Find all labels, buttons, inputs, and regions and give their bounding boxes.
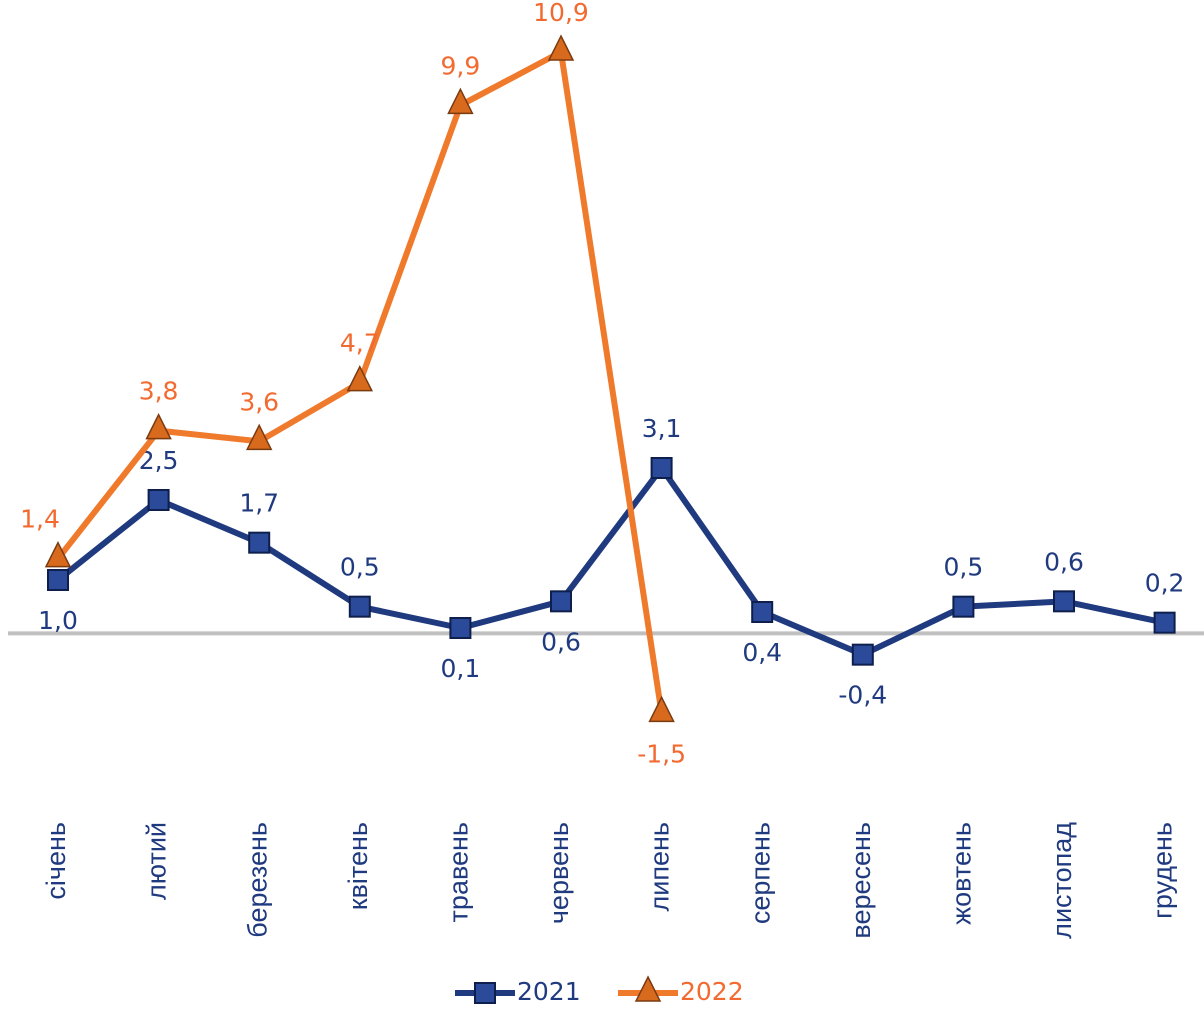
marker (145, 412, 172, 440)
marker (547, 34, 575, 61)
marker (751, 601, 774, 623)
x-tick-label: грудень (1148, 822, 1178, 919)
marker (550, 590, 572, 613)
x-tick-label: вересень (846, 822, 876, 939)
marker (952, 595, 975, 618)
x-tick-label: липень (645, 822, 675, 911)
marker (851, 643, 874, 666)
x-tick-label: квітень (343, 822, 373, 910)
marker (47, 569, 69, 591)
x-tick-label: лютий (142, 822, 172, 900)
x-tick-label: травень (444, 822, 474, 922)
marker (648, 695, 675, 723)
legend-label: 2021 (517, 977, 581, 1006)
marker (1153, 611, 1176, 634)
data-label: 9,9 (441, 51, 481, 80)
x-tick-label: жовтень (947, 822, 977, 925)
x-tick-label: січень (41, 822, 71, 900)
data-label: 1,4 (20, 505, 60, 534)
marker (44, 540, 72, 568)
marker (248, 531, 271, 554)
data-label: 0,6 (1044, 547, 1084, 576)
series-line (56, 465, 1166, 658)
data-label: -0,4 (838, 681, 887, 710)
marker (449, 617, 472, 639)
data-label: 3,1 (642, 414, 682, 443)
data-label: -1,5 (637, 739, 686, 768)
data-label: 3,8 (139, 377, 179, 406)
marker (245, 423, 273, 451)
data-label: 0,5 (944, 553, 984, 582)
x-tick-label: листопад (1047, 822, 1077, 939)
data-label: 1,7 (239, 489, 279, 518)
x-tick-label: березень (242, 822, 272, 938)
marker (348, 595, 371, 618)
marker (147, 489, 170, 511)
marker (346, 364, 374, 392)
marker (650, 457, 673, 479)
data-label: 0,5 (340, 553, 380, 582)
marker (474, 982, 496, 1004)
data-label: 0,2 (1145, 569, 1185, 598)
marker (634, 975, 662, 1002)
data-label: 0,4 (742, 638, 782, 667)
data-label: 0,6 (541, 627, 581, 656)
x-tick-label: серпень (745, 822, 775, 924)
marker (1053, 590, 1075, 613)
data-label: 10,9 (533, 0, 589, 27)
data-label: 0,1 (441, 654, 481, 683)
legend-label: 2022 (680, 977, 744, 1006)
data-label: 3,6 (239, 387, 279, 416)
marker (447, 87, 474, 115)
x-tick-label: червень (544, 822, 574, 924)
data-label: 1,0 (38, 606, 78, 635)
data-label: 4,7 (340, 329, 380, 358)
